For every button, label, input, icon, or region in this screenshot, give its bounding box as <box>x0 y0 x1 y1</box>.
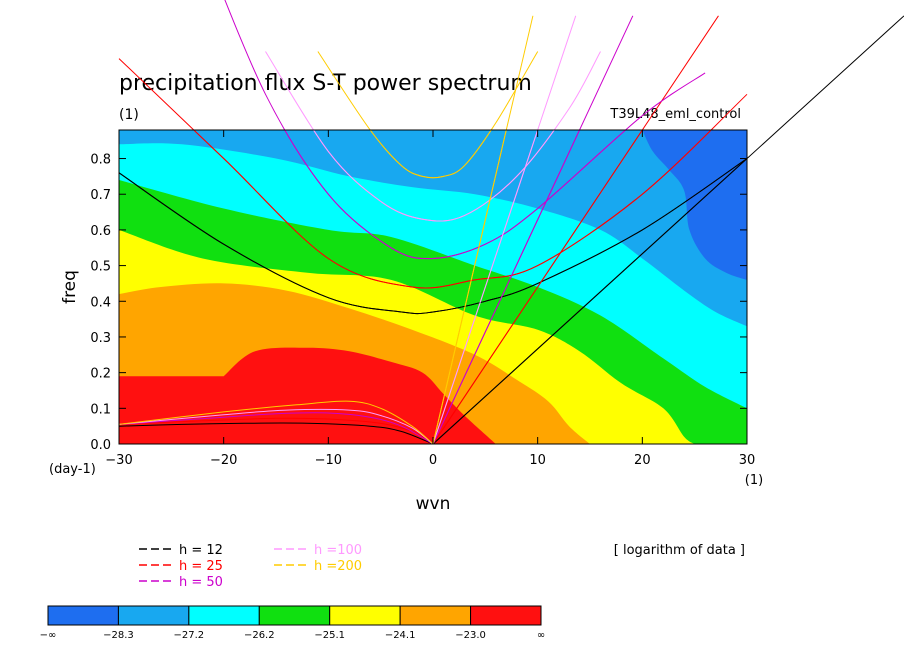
y-axis-label: freq <box>60 270 80 304</box>
y-tick-label: 0.2 <box>90 367 111 382</box>
y-tick-label: 0.3 <box>90 331 111 346</box>
curve-rossby-h50 <box>119 412 434 444</box>
y-tick-label: 0.4 <box>90 295 111 310</box>
curve-rossby-h100 <box>119 408 434 444</box>
colorbar-swatch <box>399 605 472 626</box>
legend-label: h = 25 <box>179 559 223 574</box>
colorbar-label: −26.2 <box>244 630 275 641</box>
curve-inertio-gravity-h12-extension <box>118 158 748 315</box>
curve-kelvin-h25-extension <box>432 15 719 444</box>
y-unit-label: (day-1) <box>49 462 96 477</box>
y-tick-label: 0.0 <box>90 438 111 453</box>
colorbar-label: −25.1 <box>314 630 345 641</box>
x-tick-label: −10 <box>315 453 342 468</box>
colorbar-swatch <box>470 605 542 626</box>
y-tick-label: 0.5 <box>90 260 111 275</box>
colorbar-swatch <box>188 605 260 626</box>
colorbar-swatch <box>117 605 190 626</box>
curve-inertio-gravity-h50-extension <box>224 0 706 260</box>
curve-kelvin-h100-extension <box>432 15 577 444</box>
curve-kelvin-h50-extension <box>432 15 634 444</box>
chart-subtitle-left: (1) <box>119 107 139 123</box>
colorbar-label: −27.2 <box>174 630 205 641</box>
x-tick-label: 30 <box>739 453 756 468</box>
y-axis: 0.0 0.1 0.2 0.3 0.4 0.5 0.6 0.7 0.8 <box>90 153 747 453</box>
x-tick-label: 0 <box>429 453 437 468</box>
x-tick-label: −30 <box>105 453 132 468</box>
y-tick-label: 0.6 <box>90 224 111 239</box>
colorbar-label: −∞ <box>40 630 57 641</box>
legend-label: h =100 <box>314 543 362 558</box>
legend-label: h = 50 <box>179 575 223 590</box>
y-tick-label: 0.8 <box>90 153 111 168</box>
y-tick-label: 0.1 <box>90 402 111 417</box>
colorbar-label: −23.0 <box>455 630 486 641</box>
x-tick-label: 20 <box>634 453 651 468</box>
curve-kelvin-h12-extension <box>432 15 904 444</box>
colorbar-label: ∞ <box>537 630 545 641</box>
colorbar-swatch <box>47 605 119 626</box>
y-tick-label: 0.7 <box>90 188 111 203</box>
colorbar-swatch <box>258 605 331 626</box>
curve-inertio-gravity-h25-extension <box>118 58 748 289</box>
curve-kelvin-h200-extension <box>432 15 534 444</box>
colorbar-label: −28.3 <box>103 630 134 641</box>
x-tick-label: −20 <box>210 453 237 468</box>
curve-rossby-h200 <box>119 400 434 444</box>
colorbar-label: −24.1 <box>385 630 416 641</box>
chart-subtitle-right: T39L48_eml_control <box>609 107 741 122</box>
x-axis: −30 −20 −10 0 10 20 30 <box>105 130 755 468</box>
chart-title: precipitation flux S-T power spectrum <box>119 71 532 96</box>
legend-label: h =200 <box>314 559 362 574</box>
x-axis-label: wvn <box>416 494 451 514</box>
x-tick-label: 10 <box>529 453 546 468</box>
legend-label: h = 12 <box>179 543 223 558</box>
data-note: [ logarithm of data ] <box>614 543 745 558</box>
curve-rossby-h12 <box>119 422 434 444</box>
curve-inertio-gravity-h100-extension <box>265 51 601 222</box>
colorbar-swatch <box>329 605 401 626</box>
x-unit-label: (1) <box>745 473 763 488</box>
colorbar: −∞ −28.3 −27.2 −26.2 −25.1 −24.1 −23.0 ∞ <box>40 605 545 641</box>
